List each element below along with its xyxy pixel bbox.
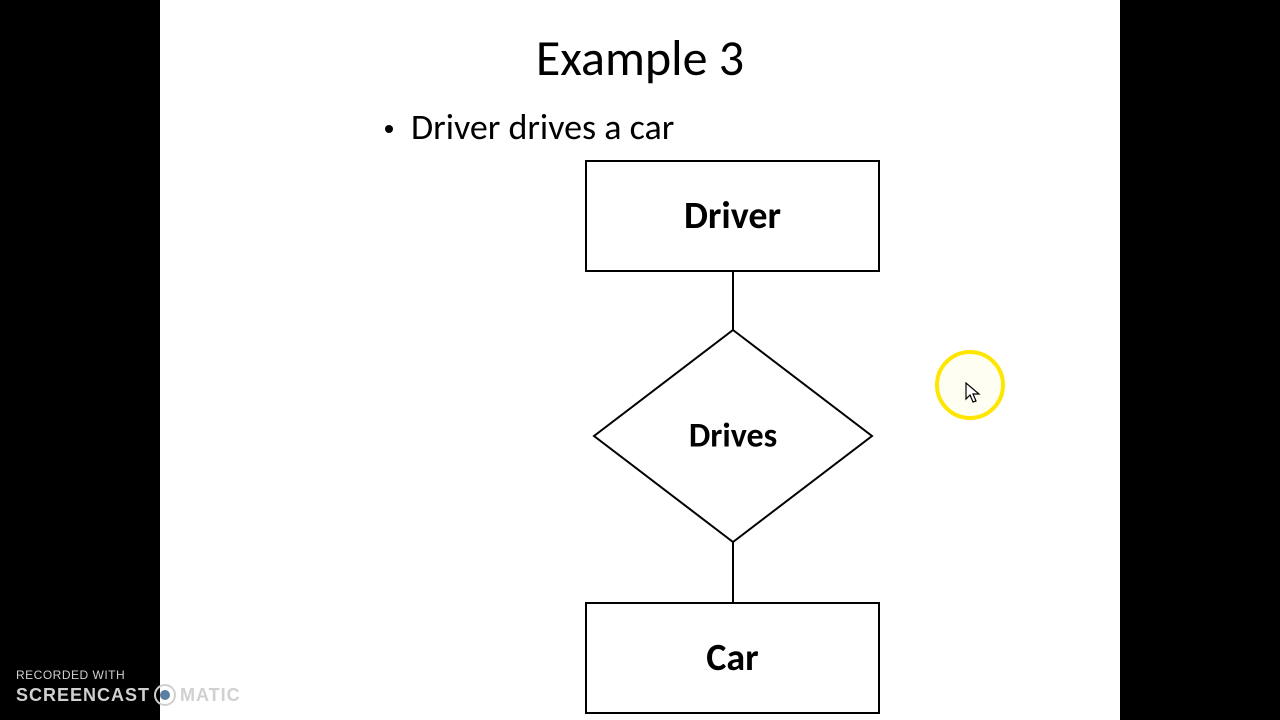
slide-canvas: Example 3 Driver drives a car Driver Dri…: [160, 0, 1120, 720]
node-driver: Driver: [585, 160, 880, 272]
node-drives-label: Drives: [689, 416, 777, 457]
edge-drives-car: [732, 542, 734, 604]
watermark-brand-left: SCREENCAST: [16, 685, 150, 706]
watermark-logo-icon: [154, 684, 176, 706]
watermark-line1: RECORDED WITH: [16, 668, 241, 682]
bullet-dot-icon: [385, 125, 393, 133]
slide-title: Example 3: [160, 28, 1120, 89]
edge-driver-drives: [732, 272, 734, 330]
node-car-label: Car: [706, 635, 758, 681]
cursor-highlight-ring: [935, 350, 1005, 420]
bullet-text: Driver drives a car: [411, 105, 674, 149]
node-drives: Drives: [592, 328, 874, 544]
node-driver-label: Driver: [684, 193, 781, 239]
node-car: Car: [585, 602, 880, 714]
bullet-item: Driver drives a car: [385, 105, 674, 149]
watermark-brand: SCREENCAST MATIC: [16, 684, 241, 706]
watermark-brand-right: MATIC: [180, 685, 241, 706]
watermark: RECORDED WITH SCREENCAST MATIC: [16, 668, 241, 706]
